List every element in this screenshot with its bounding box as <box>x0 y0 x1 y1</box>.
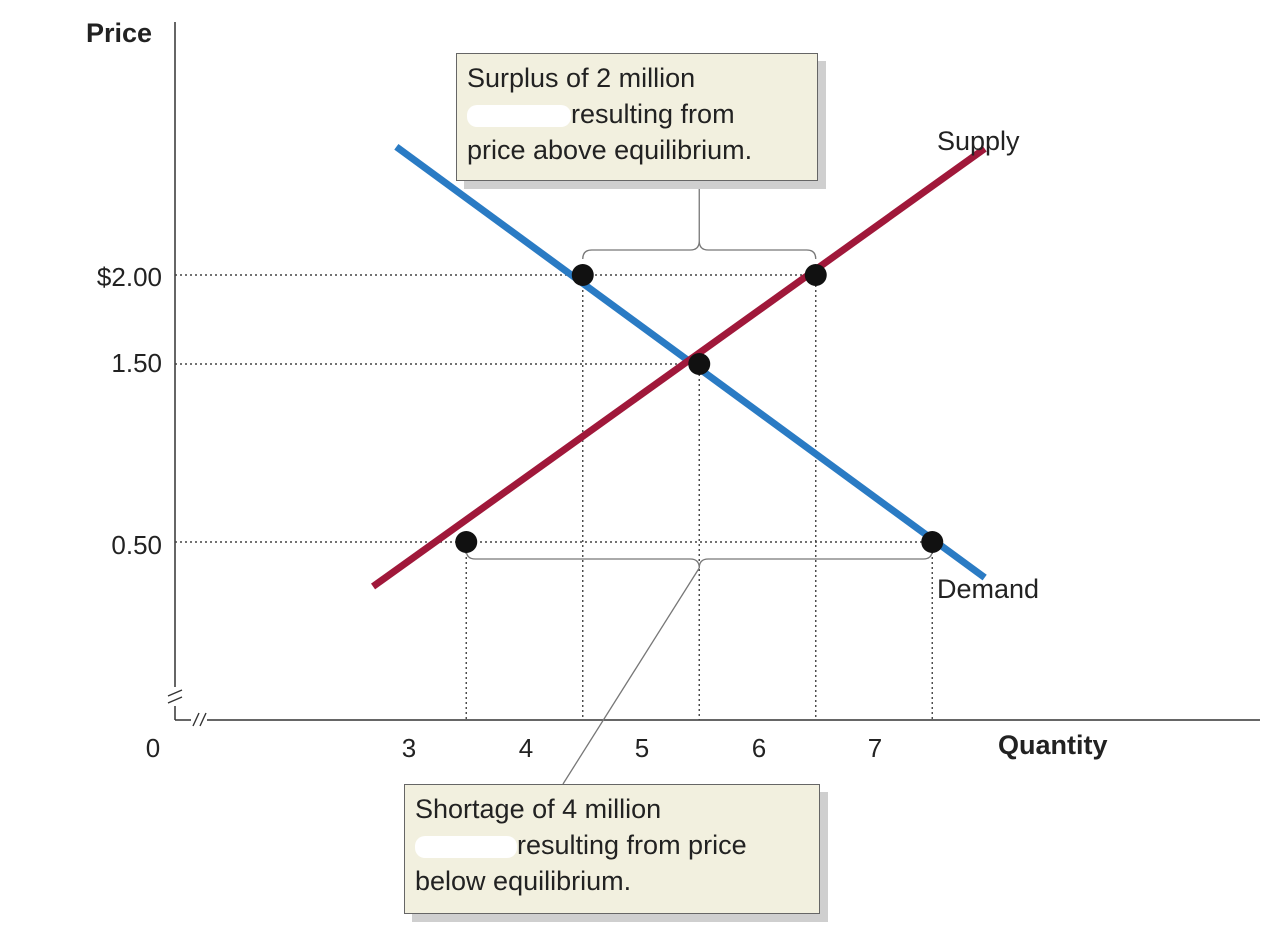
surplus-callout: Surplus of 2 million resulting from pric… <box>456 53 818 181</box>
x-tick-label: 5 <box>634 733 650 763</box>
supply-point <box>455 531 478 553</box>
surplus-text-line3: price above equilibrium. <box>467 135 753 165</box>
x-tick-label: 3 <box>401 733 417 763</box>
shortage-leader-line <box>562 567 700 785</box>
supply-point <box>804 264 827 286</box>
surplus-text-line2: resulting from <box>571 99 735 129</box>
x-tick-label: 6 <box>751 733 767 763</box>
redacted-mark <box>415 835 517 858</box>
y-tick-label: 0.50 <box>111 530 162 560</box>
x-tick-label: 4 <box>518 733 534 763</box>
shortage-text-line1: Shortage of 4 million <box>415 794 662 824</box>
y-tick-label: 1.50 <box>111 348 162 378</box>
surplus-text-line1: Surplus of 2 million <box>467 63 696 93</box>
supply-label: Supply <box>937 126 1020 156</box>
y-tick-label: $2.00 <box>96 262 162 292</box>
y-axis-break-icon <box>167 689 183 704</box>
x-axis-title: Quantity <box>998 730 1108 760</box>
origin-label: 0 <box>145 733 161 763</box>
shortage-text-line2: resulting from price <box>517 830 747 860</box>
demand-label: Demand <box>937 574 1040 604</box>
shortage-text-line3: below equilibrium. <box>415 866 632 896</box>
demand-point <box>571 264 594 286</box>
x-axis-break-icon <box>192 712 207 727</box>
demand-point <box>921 531 944 553</box>
supply-line <box>371 145 987 590</box>
y-axis-title: Price <box>86 18 153 48</box>
shortage-callout: Shortage of 4 million resulting from pri… <box>404 784 820 914</box>
surplus-bracket <box>582 240 817 260</box>
supply-point <box>688 353 711 375</box>
x-tick-label: 7 <box>867 733 883 763</box>
redacted-mark <box>467 104 571 127</box>
